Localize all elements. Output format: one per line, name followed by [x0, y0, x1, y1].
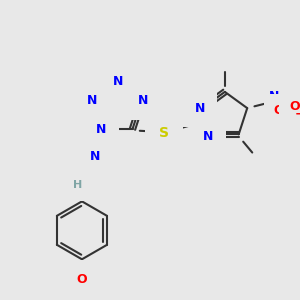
- Text: −: −: [295, 108, 300, 121]
- Text: N: N: [138, 94, 149, 107]
- Text: S: S: [159, 127, 169, 140]
- Text: N: N: [269, 90, 280, 103]
- Text: O: O: [274, 104, 284, 117]
- Text: N: N: [86, 94, 97, 107]
- Text: N: N: [112, 75, 123, 88]
- Text: N: N: [90, 150, 101, 163]
- Text: H: H: [73, 180, 82, 190]
- Text: N: N: [96, 123, 106, 136]
- Text: O: O: [289, 100, 300, 113]
- Text: +: +: [281, 94, 289, 104]
- Text: N: N: [203, 130, 214, 143]
- Text: O: O: [76, 273, 87, 286]
- Text: N: N: [195, 102, 205, 115]
